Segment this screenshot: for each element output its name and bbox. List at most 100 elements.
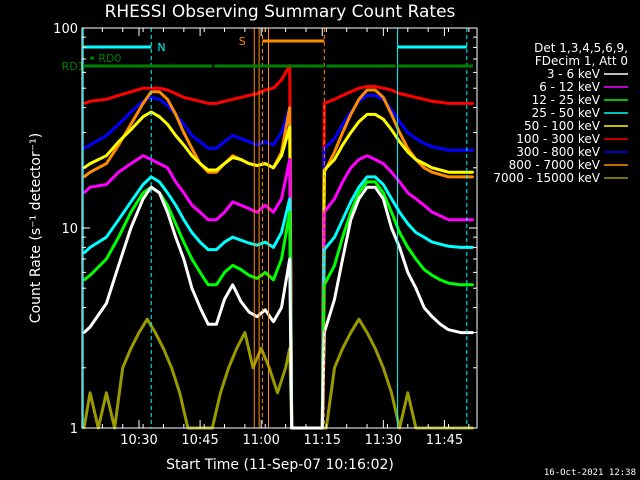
series-4-point-28 [341,143,344,147]
series-0-point-30 [357,197,361,200]
series-5-point-27 [333,98,336,101]
series-2-point-13 [207,283,210,286]
series-7-point-42 [459,175,462,179]
series-3-point-36 [406,222,409,225]
series-3-point-28 [341,218,344,221]
series-4-point-35 [398,140,401,143]
series-7-point-41 [447,175,450,179]
series-5-point-8 [166,88,169,92]
series-8-point-39 [406,391,409,394]
series-line-5 [83,63,473,430]
series-1-point-12 [198,211,202,214]
series-6-point-35 [398,120,401,123]
series-0-point-20 [264,308,267,311]
series-3-point-34 [390,197,393,200]
series-4-point-3 [117,140,120,143]
series-3-point-21 [272,246,275,249]
series-6-point-17 [239,137,242,140]
series-0-point-14 [215,323,218,326]
series-3-point-23 [288,197,291,200]
series-4-point-31 [365,113,369,116]
series-4-point-18 [247,162,251,165]
series-6-point-8 [166,104,169,107]
series-0-point-40 [439,323,442,326]
series-0-point-36 [406,271,409,274]
series-0-point-35 [398,246,401,249]
series-7-point-34 [390,113,393,116]
series-3-point-43 [471,246,475,249]
series-0-point-9 [174,236,177,239]
series-6-point-20 [264,140,267,143]
series-4-point-4 [129,128,133,131]
series-5-point-2 [105,98,108,101]
series-2-point-37 [414,257,418,261]
series-2-point-31 [365,180,369,184]
series-2-point-30 [357,191,361,194]
series-0-point-21 [272,320,275,323]
series-3-point-8 [166,191,169,194]
legend-label-1: 6 - 12 keV [539,80,601,94]
series-8-point-17 [219,391,222,394]
series-8-point-20 [243,331,247,334]
series-4-point-29 [349,131,352,134]
series-2-point-9 [174,222,177,225]
series-5-point-11 [190,98,194,101]
legend-label-3: 25 - 50 keV [532,106,601,120]
series-3-point-31 [365,175,369,179]
series-7-point-10 [182,131,185,134]
series-6-point-40 [439,147,442,150]
series-6-point-16 [231,134,234,137]
series-1-point-30 [357,158,361,161]
series-5-point-32 [374,85,377,88]
series-0-point-16 [231,283,234,286]
series-1-point-2 [105,183,108,186]
series-6-point-6 [150,96,153,99]
series-1-point-16 [231,200,234,204]
series-5-point-30 [357,87,361,90]
series-2-point-34 [390,211,393,214]
series-3-point-32 [374,175,377,179]
series-3-point-1 [88,246,92,249]
series-4-point-38 [422,162,426,165]
series-3-point-39 [431,240,434,244]
series-0-point-11 [190,287,194,290]
series-2-point-1 [88,274,92,277]
series-6-point-41 [447,149,450,152]
series-1-point-8 [166,166,169,169]
series-3-point-2 [105,236,108,239]
series-3-point-16 [231,236,234,239]
series-7-point-38 [422,166,426,169]
flag-s-label: S [239,35,246,48]
series-5-point-43 [471,102,475,105]
series-4-point-37 [414,158,418,161]
series-2-point-4 [129,211,133,214]
series-8-point-34 [365,331,369,334]
series-2-point-32 [374,180,377,184]
series-line-6 [83,93,473,430]
plot-area: N RD0 RD1 S [62,28,475,430]
series-4-point-9 [174,134,177,137]
series-1-point-40 [439,214,442,218]
series-6-point-32 [374,94,377,97]
legend-header-1: FDecim 1, Att 0 [535,54,628,68]
legend-label-5: 100 - 300 keV [516,132,600,146]
series-0-point-43 [471,331,475,334]
flag-rd0-label: RD0 [98,52,121,65]
series-5-point-16 [231,98,234,101]
series-3-point-38 [422,236,426,239]
series-2-point-35 [398,231,401,234]
series-7-point-30 [357,98,361,101]
series-0-point-3 [117,264,120,267]
series-8-point-11 [170,366,173,369]
series-0-point-42 [459,331,462,334]
series-5-point-36 [406,94,409,97]
series-7-point-14 [215,171,218,174]
series-0-point-8 [166,211,169,214]
series-2-point-28 [341,236,344,239]
series-6-point-11 [190,134,194,137]
series-6-point-19 [255,143,259,147]
series-6-point-3 [117,123,120,126]
series-4-point-27 [333,158,336,161]
series-1-point-33 [382,162,385,165]
series-2-point-10 [182,240,185,244]
